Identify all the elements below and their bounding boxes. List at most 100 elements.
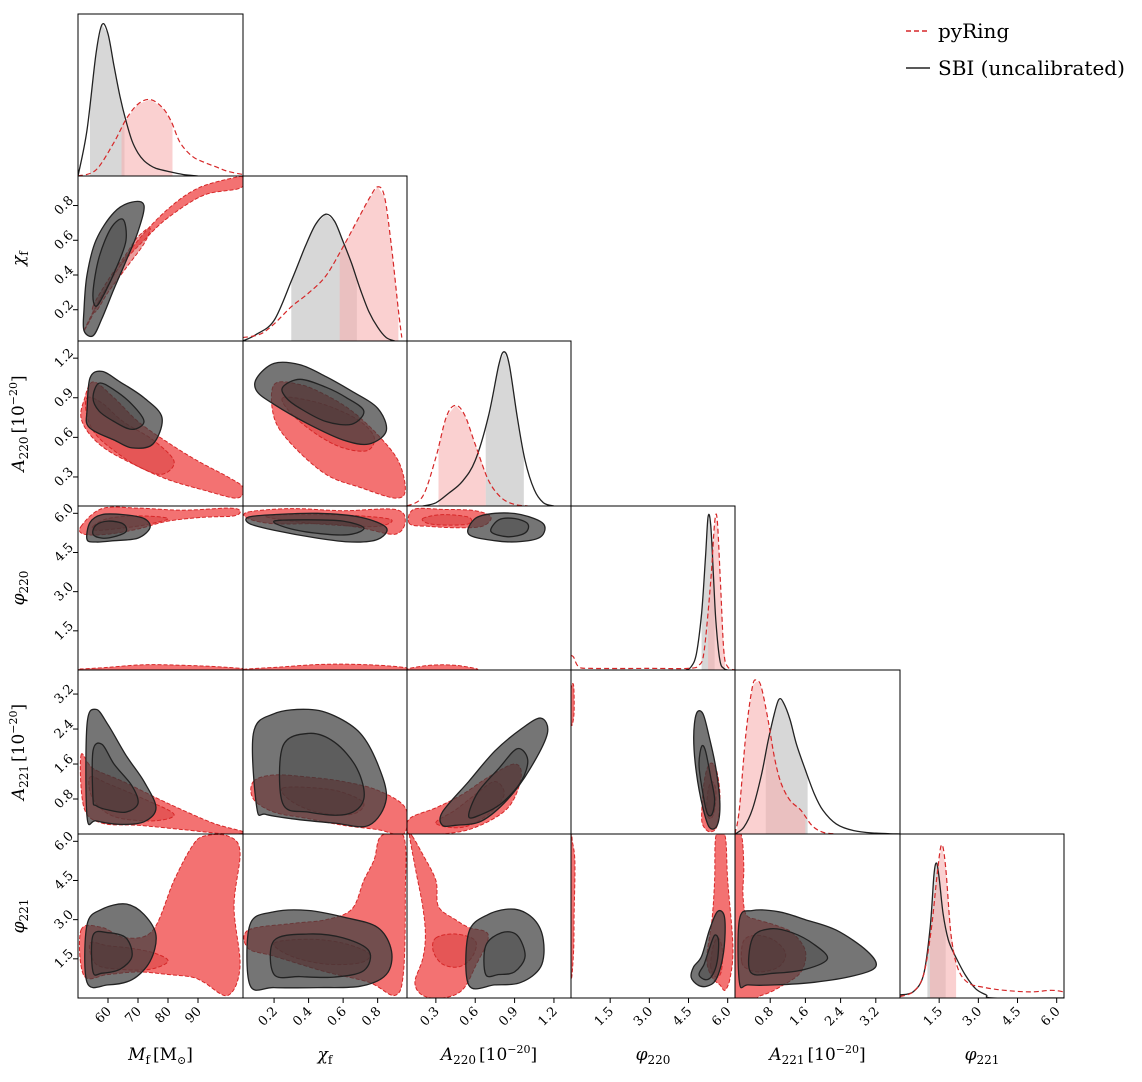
x-tick-label-chif: 0.2: [256, 1004, 281, 1029]
y-axis-label-phi220: φ220: [9, 571, 31, 606]
x-axis-label-phi220: φ220: [636, 1045, 671, 1067]
sbi-marginal-A221: [735, 697, 900, 834]
x-tick-label-phi220: 4.5: [670, 1004, 695, 1029]
x-axis-label-A221: A221 [10−20]: [767, 1043, 865, 1067]
x-tick-label-phi221: 4.5: [999, 1004, 1024, 1029]
sbi-credible-band-Mf: [90, 24, 125, 176]
joint-panel-A220-phi220: [407, 507, 546, 670]
pyring-marginal-phi221: [900, 844, 1064, 998]
joint-panel-A220-A221: [407, 717, 549, 834]
sbi-contour-90: [82, 200, 145, 338]
y-tick-label-chif: 0.6: [52, 228, 77, 253]
x-tick-label-Mf: 90: [183, 1004, 205, 1026]
x-tick-label-A220: 0.9: [496, 1004, 521, 1029]
x-axis-label-chif: χf: [317, 1045, 334, 1067]
joint-panel-phi220-A221: [571, 683, 721, 833]
y-tick-label-phi221: 3.0: [52, 907, 77, 932]
sbi-contour-50: [92, 382, 145, 431]
y-axis-label-A220: A220[10−20]: [7, 375, 31, 473]
sbi-contour-50: [281, 378, 365, 426]
x-tick-label-phi221: 1.5: [921, 1004, 946, 1029]
pyring-contour-50: [421, 514, 473, 526]
x-tick-label-Mf: 60: [93, 1004, 115, 1026]
y-tick-label-phi220: 4.5: [52, 540, 77, 565]
sbi-contour-90: [85, 370, 163, 449]
legend-sbi-label: SBI (uncalibrated): [938, 56, 1125, 80]
pyring-credible-band-chif: [339, 187, 399, 341]
joint-panel-phi220-phi221: [571, 834, 734, 991]
y-tick-label-phi220: 6.0: [52, 501, 77, 526]
y-tick-label-A221: 3.2: [52, 682, 77, 707]
pyring-contour-extra: [571, 683, 575, 726]
sbi-contour-50: [273, 519, 365, 536]
y-tick-label-A221: 1.6: [52, 752, 77, 777]
pyring-marginal-phi220: [571, 513, 735, 670]
x-tick-label-A220: 1.2: [536, 1004, 561, 1029]
joint-panel-Mf-phi221: [78, 834, 241, 997]
sbi-marginal-A220: [422, 351, 555, 506]
sbi-contour-90: [84, 903, 157, 989]
marginal-panel-phi221: [900, 844, 1064, 998]
y-tick-label-A221: 0.8: [52, 787, 77, 812]
pyring-contour-extra: [571, 834, 576, 979]
panel-frame-5-5: [899, 833, 1065, 999]
y-tick-label-phi221: 4.5: [52, 868, 77, 893]
x-tick-label-A221: 3.2: [857, 1004, 882, 1029]
marginal-panel-chif: [243, 186, 403, 341]
joint-panel-Mf-A221: [79, 708, 243, 834]
y-tick-label-A220: 0.3: [52, 465, 77, 490]
pyring-marginal-Mf: [78, 98, 243, 176]
joint-panel-chif-phi221: [243, 834, 407, 996]
sbi-marginal-phi221: [900, 862, 1064, 998]
sbi-contour-90: [693, 710, 721, 830]
sbi-contour-50: [490, 517, 530, 538]
x-tick-label-chif: 0.6: [325, 1004, 350, 1029]
sbi-contour-90: [246, 909, 393, 991]
sbi-contour-50: [483, 931, 526, 978]
legend: pyRing SBI (uncalibrated): [906, 19, 1125, 80]
x-axis-label-Mf: Mf [M⊙]: [127, 1045, 193, 1067]
marginal-panel-Mf: [78, 23, 243, 176]
joint-panel-chif-A221: [250, 708, 407, 834]
joint-panel-chif-phi220: [243, 508, 407, 670]
sbi-marginal-phi220: [685, 513, 728, 670]
sbi-contour-90: [86, 513, 151, 543]
sbi-contour-90: [690, 909, 726, 988]
sbi-contour-50: [278, 732, 365, 816]
x-tick-label-phi221: 3.0: [960, 1004, 985, 1029]
sbi-contour-50: [468, 747, 529, 819]
x-tick-label-Mf: 80: [153, 1004, 175, 1026]
pyring-contour-extra: [407, 664, 479, 670]
sbi-contour-90: [465, 908, 545, 990]
pyring-contour-extra: [243, 663, 407, 670]
pyring-marginal-chif: [243, 186, 403, 339]
x-tick-label-phi221: 6.0: [1038, 1004, 1063, 1029]
sbi-contour-50: [90, 930, 133, 976]
marginal-panel-phi220: [571, 513, 735, 670]
sbi-contour-50: [91, 742, 139, 814]
sbi-contour-50: [269, 933, 372, 979]
pyring-contour-extra: [78, 664, 243, 670]
y-axis-label-phi221: φ221: [9, 899, 31, 934]
sbi-contour-90: [251, 708, 388, 828]
y-tick-label-chif: 0.2: [52, 297, 77, 322]
pyring-credible-band-Mf: [121, 99, 173, 176]
x-tick-label-A221: 1.6: [787, 1004, 812, 1029]
sbi-contour-50: [92, 520, 128, 539]
x-tick-label-A220: 0.6: [457, 1004, 482, 1029]
marginal-panel-A221: [735, 679, 900, 834]
x-tick-label-chif: 0.4: [290, 1004, 315, 1029]
y-tick-label-phi221: 6.0: [52, 829, 77, 854]
sbi-contour-90: [467, 512, 546, 543]
pyring-credible-band-phi221: [930, 844, 957, 998]
pyring-credible-band-A220: [438, 406, 486, 506]
joint-panel-Mf-phi220: [78, 506, 243, 670]
sbi-contour-50: [92, 218, 127, 307]
joint-panel-chif-A220: [253, 361, 406, 499]
pyring-marginal-A220: [407, 404, 528, 506]
sbi-contour-90: [439, 717, 549, 828]
x-tick-label-chif: 0.8: [359, 1004, 384, 1029]
joint-panel-Mf-chif: [82, 176, 243, 338]
joint-panel-A221-phi221: [735, 834, 877, 998]
